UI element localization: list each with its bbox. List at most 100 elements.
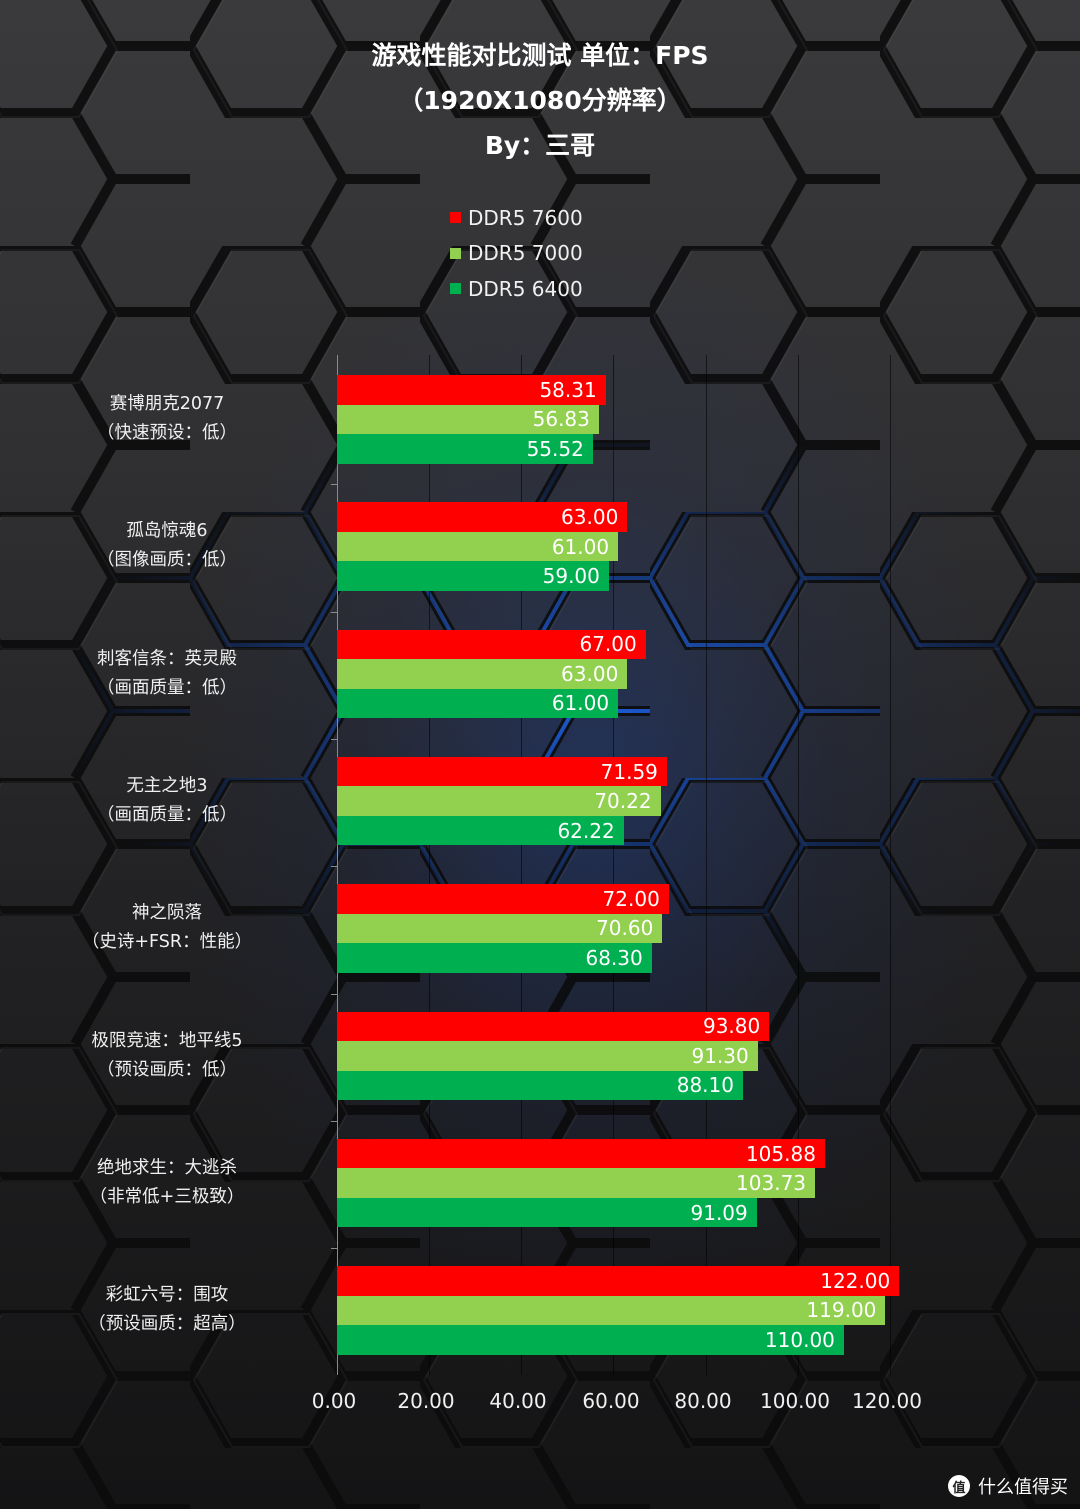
category-label: 赛博朋克2077 （快速预设：低） [17,390,317,448]
gridline [798,355,799,1375]
bar: 63.00 [337,502,628,532]
gridline [613,355,614,1375]
y-axis-tick [331,1248,337,1250]
category-name: 绝地求生：大逃杀 [97,1157,237,1178]
bar: 63.00 [337,659,628,689]
chart-title-author: By：三哥 [484,131,596,160]
category-setting: （画面质量：低） [97,804,237,825]
bar: 56.83 [337,404,599,434]
bar-value-label: 56.83 [532,407,590,432]
bar-value-label: 67.00 [579,632,637,657]
bar-value-label: 93.80 [702,1014,761,1039]
category-setting: （预设画质：超高） [88,1314,246,1335]
category-label: 极限竞速：地平线5 （预设画质：低） [17,1027,317,1085]
bar: 110.00 [337,1325,844,1355]
bar-value-label: 122.00 [820,1268,891,1293]
watermark-text: 什么值得买 [978,1477,1068,1498]
bar-value-label: 55.52 [526,436,584,461]
bar: 61.00 [337,531,619,562]
category-label: 刺客信条：英灵殿 （画面质量：低） [17,645,317,703]
x-tick-label: 120.00 [852,1389,922,1413]
bar: 71.59 [337,756,667,787]
x-tick-label: 100.00 [760,1389,830,1413]
bar: 61.00 [337,688,619,719]
category-label: 彩虹六号：围攻 （预设画质：超高） [17,1281,317,1339]
category-name: 极限竞速：地平线5 [91,1030,243,1051]
legend: DDR5 7600 DDR5 7000 DDR5 6400 [450,200,583,307]
bar: 72.00 [337,884,669,914]
gridline [521,355,522,1375]
bar-value-label: 61.00 [551,691,610,716]
bar: 93.80 [337,1011,770,1041]
legend-item-ddr5-7600: DDR5 7600 [450,200,583,236]
chart-title-line2: （1920X1080分辨率） [398,86,682,115]
category-setting: （画面质量：低） [97,677,237,698]
legend-label: DDR5 7000 [468,241,583,266]
y-axis [337,355,338,1375]
legend-swatch-icon [450,247,461,259]
gridline [706,355,707,1375]
chart-title-line1: 游戏性能对比测试 单位：FPS [371,41,709,70]
category-name: 刺客信条：英灵殿 [97,648,237,669]
category-setting: （预设画质：低） [97,1059,237,1080]
category-name: 神之陨落 [132,903,202,924]
category-name: 无主之地3 [126,775,208,796]
y-axis-tick [331,866,337,868]
bar-value-label: 110.00 [764,1327,835,1352]
category-name: 赛博朋克2077 [109,394,225,414]
legend-item-ddr5-7000: DDR5 7000 [450,236,583,272]
category-setting: （快速预设：低） [97,423,237,443]
bar: 62.22 [337,815,624,846]
category-label: 神之陨落 （史诗+FSR：性能） [17,899,317,957]
smzdm-logo-icon: 值 [948,1475,970,1497]
bar: 68.30 [337,943,652,973]
category-label: 绝地求生：大逃杀 （非常低+三极致） [17,1154,317,1212]
bar: 122.00 [337,1266,900,1296]
bar: 70.22 [337,786,661,816]
y-axis-tick [331,611,337,613]
watermark: 值 什么值得买 [948,1473,1068,1499]
gridline [890,355,891,1375]
y-axis-tick [331,993,337,995]
bar: 119.00 [337,1295,886,1326]
bar: 59.00 [337,561,609,591]
bar-value-label: 119.00 [806,1298,877,1323]
category-label: 孤岛惊魂6 （图像画质：低） [17,517,317,575]
y-axis-tick [331,738,337,740]
bar-value-label: 72.00 [602,886,660,911]
legend-swatch-icon [450,283,461,295]
bar-value-label: 63.00 [561,505,619,530]
category-name: 孤岛惊魂6 [126,521,208,542]
bar-value-label: 61.00 [551,534,610,559]
bar-value-label: 68.30 [585,945,643,970]
bar-value-label: 63.00 [561,661,619,686]
category-setting: （非常低+三极致） [89,1186,245,1207]
legend-label: DDR5 6400 [468,276,583,301]
plot-area: 58.31 56.83 55.52 赛博朋克2077 （快速预设：低） 63.00 61.0… [82,355,922,1413]
bar-value-label: 88.10 [676,1073,734,1098]
bar: 91.30 [337,1041,758,1071]
bar: 103.73 [337,1168,816,1198]
legend-swatch-icon [450,212,461,224]
legend-label: DDR5 7600 [468,205,583,230]
gridline [429,355,430,1375]
bar-value-label: 70.60 [596,916,654,941]
bar-value-label: 58.31 [539,377,597,402]
category-setting: （史诗+FSR：性能） [81,932,253,953]
bar: 55.52 [337,434,593,464]
bar-value-label: 105.88 [745,1141,816,1166]
bar-value-label: 62.22 [557,818,615,843]
bar: 91.09 [337,1197,757,1228]
x-tick-label: 40.00 [489,1389,547,1413]
category-setting: （图像画质：低） [97,550,237,571]
bar: 67.00 [337,629,646,660]
x-tick-label: 20.00 [397,1389,455,1413]
bar-value-label: 70.22 [594,789,652,814]
category-label: 无主之地3 （画面质量：低） [17,772,317,830]
bar: 70.60 [337,913,663,944]
bar-value-label: 91.09 [690,1200,748,1225]
x-tick-label: 80.00 [674,1389,732,1413]
bar-value-label: 71.59 [600,759,658,784]
y-axis-tick [331,1120,337,1122]
